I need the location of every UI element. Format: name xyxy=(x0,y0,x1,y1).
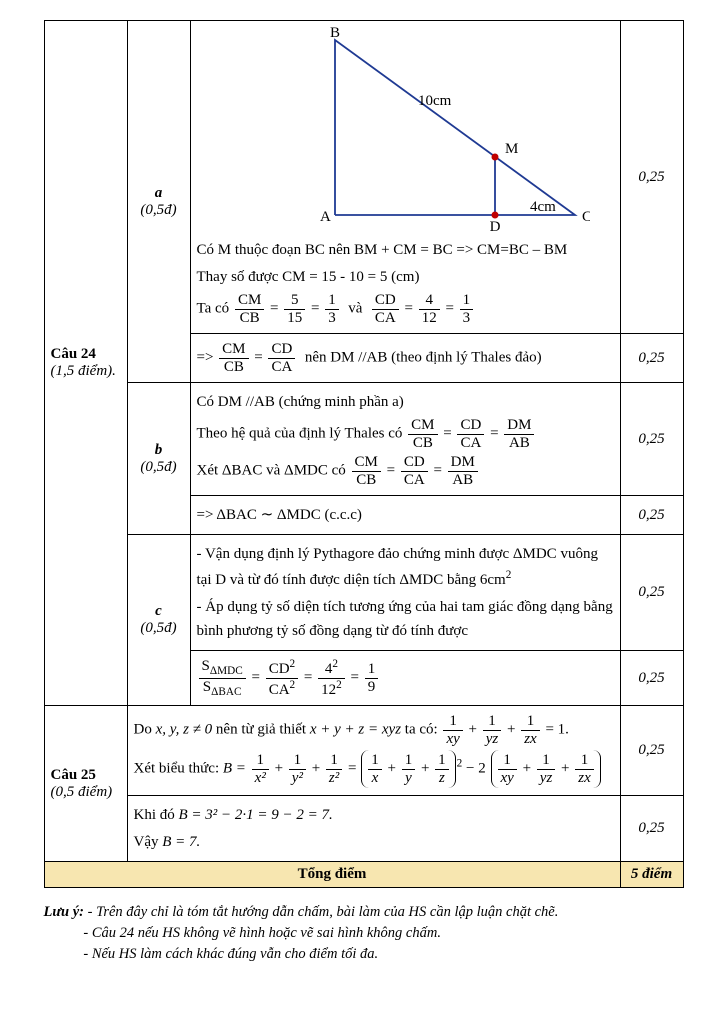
q24c-sub: c xyxy=(134,603,184,620)
q24b-xet: Xét ΔBAC và ΔMDC có xyxy=(197,462,346,478)
q24b-subw: (0,5đ) xyxy=(134,459,184,476)
q24a-sub-cell: a (0,5đ) xyxy=(127,21,190,383)
B: B = xyxy=(223,760,246,776)
q25-label-cell: Câu 25 (0,5 điểm) xyxy=(44,706,127,862)
q24a-l2: Thay số được CM = 15 - 10 = 5 (cm) xyxy=(197,265,614,289)
q25-content2: Khi đó B = 3² − 2·1 = 9 − 2 = 7. Vậy B =… xyxy=(127,796,620,862)
sumxyz: x + y + z = xyz xyxy=(310,721,401,737)
notes: Lưu ý: - Trên đây chỉ là tóm tắt hướng d… xyxy=(44,902,684,965)
q24c-sub-cell: c (0,5đ) xyxy=(127,535,190,706)
vay: Vậy xyxy=(134,834,159,850)
q24a-l3: Ta có CMCB = 515 = 13 và CDCA = 412 = 13 xyxy=(197,292,614,326)
do: Do xyxy=(134,721,152,737)
taco: Ta có xyxy=(197,300,230,316)
q25-weight: (0,5 điểm) xyxy=(51,784,121,801)
q24a-content2: => CMCB = CDCA nên DM //AB (theo định lý… xyxy=(190,334,620,383)
q24a-score2: 0,25 xyxy=(620,334,683,383)
q25-content1: Do x, y, z ≠ 0 nên từ giả thiết x + y + … xyxy=(127,706,620,796)
eq1: = 1. xyxy=(545,721,568,737)
q24-label: Câu 24 xyxy=(51,346,121,363)
q24b-sub: b xyxy=(134,442,184,459)
notes-l2: - Câu 24 nếu HS không vẽ hình hoặc vẽ sa… xyxy=(83,925,441,941)
q24a-content1: B A C D M 10cm 4cm Có M thuộc đoạn BC nê… xyxy=(190,21,620,334)
lbl-D: D xyxy=(490,219,501,235)
total-score: 5 điểm xyxy=(620,862,683,888)
q24c-content2: SΔMDC SΔBAC = CD2 CA2 = 42 122 = 19 xyxy=(190,651,620,706)
q24b-imply: => ΔBAC ∼ ΔMDC (c.c.c) xyxy=(197,503,614,527)
q25-score2: 0,25 xyxy=(620,796,683,862)
notes-l1: - Trên đây chỉ là tóm tắt hướng dẫn chấm… xyxy=(84,904,558,920)
q25-label: Câu 25 xyxy=(51,767,121,784)
lbl-BM: 10cm xyxy=(418,93,452,109)
imply: => xyxy=(197,349,214,365)
q24b-score2: 0,25 xyxy=(620,496,683,535)
taco25: ta có: xyxy=(405,721,438,737)
notes-l3: - Nếu HS làm cách khác đúng vẫn cho điểm… xyxy=(83,946,378,962)
total-row: Tổng điểm 5 điểm xyxy=(44,862,683,888)
lbl-A: A xyxy=(320,209,331,225)
thales: nên DM //AB (theo định lý Thales đảo) xyxy=(305,349,542,365)
minus2: − 2 xyxy=(466,760,486,776)
q24c-score1: 0,25 xyxy=(620,535,683,651)
notes-prefix: Lưu ý: xyxy=(44,904,85,920)
khi: Khi đó xyxy=(134,807,175,823)
q24c-subw: (0,5đ) xyxy=(134,620,184,637)
lbl-M: M xyxy=(505,141,518,157)
q24a-l1: Có M thuộc đoạn BC nên BM + CM = BC => C… xyxy=(197,238,614,262)
lbl-C: C xyxy=(582,209,590,225)
q24c-l2: - Áp dụng tỷ số diện tích tương ứng của … xyxy=(197,595,614,643)
q24-weight: (1,5 điểm). xyxy=(51,363,121,380)
q24b-score1: 0,25 xyxy=(620,383,683,496)
q24b-l2: Theo hệ quả của định lý Thales có xyxy=(197,425,403,441)
q24b-content1: Có DM //AB (chứng minh phần a) Theo hệ q… xyxy=(190,383,620,496)
q24-label-cell: Câu 24 (1,5 điểm). xyxy=(44,21,127,706)
q24a-score1: 0,25 xyxy=(620,21,683,334)
q24c-content1: - Vận dụng định lý Pythagore đảo chứng m… xyxy=(190,535,620,651)
q24c-l1: - Vận dụng định lý Pythagore đảo chứng m… xyxy=(197,546,598,588)
lbl-B: B xyxy=(330,25,340,41)
q24b-l1: Có DM //AB (chứng minh phần a) xyxy=(197,390,614,414)
sq: 2 xyxy=(506,569,512,581)
q25-score1: 0,25 xyxy=(620,706,683,796)
q24c-score2: 0,25 xyxy=(620,651,683,706)
xet25: Xét biểu thức: xyxy=(134,760,220,776)
lbl-DC: 4cm xyxy=(530,199,556,215)
nen: nên từ giả thiết xyxy=(216,721,306,737)
solution-table: Câu 24 (1,5 điểm). a (0,5đ) B A C D M 10… xyxy=(44,20,684,888)
q24b-content2: => ΔBAC ∼ ΔMDC (c.c.c) xyxy=(190,496,620,535)
Bres: B = 3² − 2·1 = 9 − 2 = 7. xyxy=(179,807,333,823)
xyz: x, y, z ≠ 0 xyxy=(156,721,213,737)
q24a-sub: a xyxy=(134,185,184,202)
va: và xyxy=(348,300,362,316)
B7: B = 7. xyxy=(162,834,200,850)
total-label: Tổng điểm xyxy=(44,862,620,888)
q24a-subw: (0,5đ) xyxy=(134,202,184,219)
triangle-figure: B A C D M 10cm 4cm xyxy=(220,25,590,235)
q24b-sub-cell: b (0,5đ) xyxy=(127,383,190,535)
